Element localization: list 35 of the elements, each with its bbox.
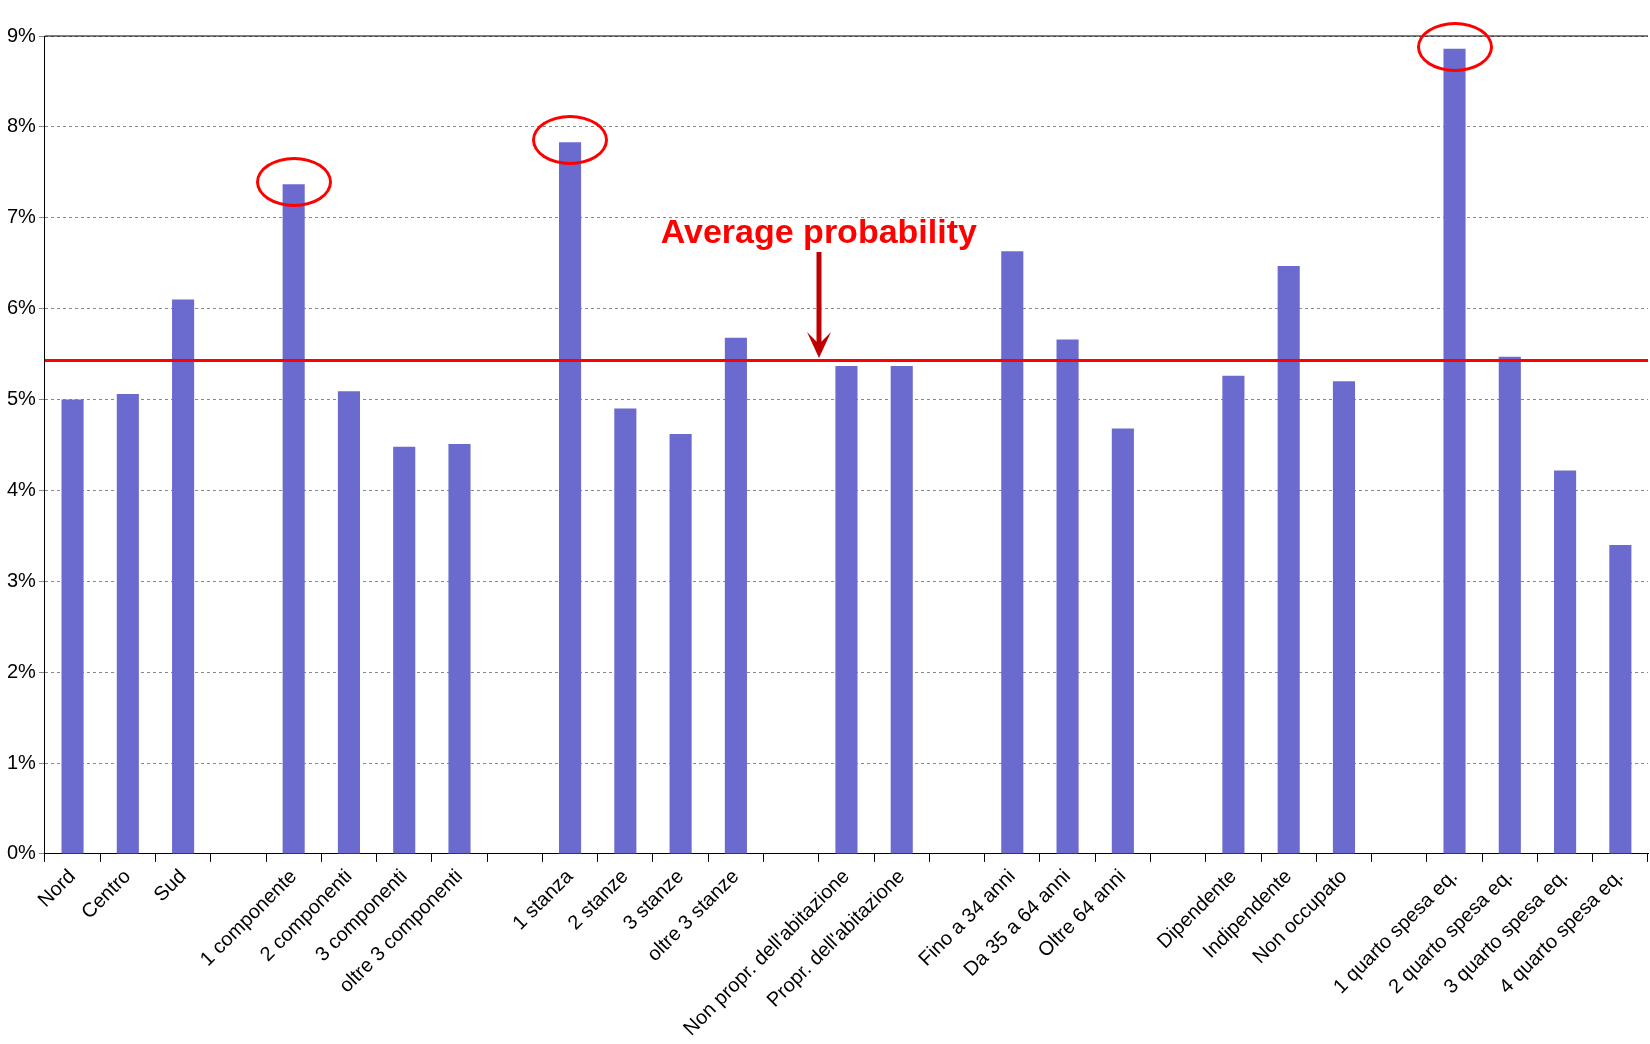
y-tick-label: 0%	[7, 841, 37, 864]
y-tick-label: 5%	[7, 387, 37, 410]
bar	[116, 394, 139, 854]
bar	[1443, 48, 1466, 854]
bar	[1277, 265, 1300, 854]
ref-line-label: Average probability	[660, 211, 977, 250]
bar	[61, 399, 84, 854]
bar	[1498, 356, 1521, 854]
bar	[172, 299, 195, 854]
bar	[1001, 251, 1024, 854]
bar	[393, 446, 416, 854]
y-tick-label: 9%	[7, 23, 37, 46]
bar	[337, 391, 360, 854]
bar	[1332, 381, 1356, 854]
y-tick-label: 2%	[7, 659, 37, 682]
bar	[1609, 544, 1632, 854]
bar	[559, 142, 582, 854]
y-tick-label: 1%	[7, 750, 37, 773]
bar	[835, 365, 858, 854]
bar	[282, 184, 305, 854]
bar	[669, 434, 692, 854]
bar	[724, 337, 747, 854]
bar	[1111, 428, 1134, 854]
bar	[1056, 339, 1079, 854]
bar	[448, 444, 471, 854]
y-tick-label: 6%	[7, 296, 37, 319]
bar	[890, 365, 913, 854]
bar	[1554, 470, 1577, 854]
bar	[1222, 375, 1245, 854]
y-tick-label: 8%	[7, 114, 37, 137]
x-tick-label: Sud	[149, 864, 190, 906]
bar	[614, 408, 637, 854]
y-tick-label: 4%	[7, 477, 37, 500]
y-tick-label: 3%	[7, 568, 37, 591]
y-tick-label: 7%	[7, 205, 37, 228]
